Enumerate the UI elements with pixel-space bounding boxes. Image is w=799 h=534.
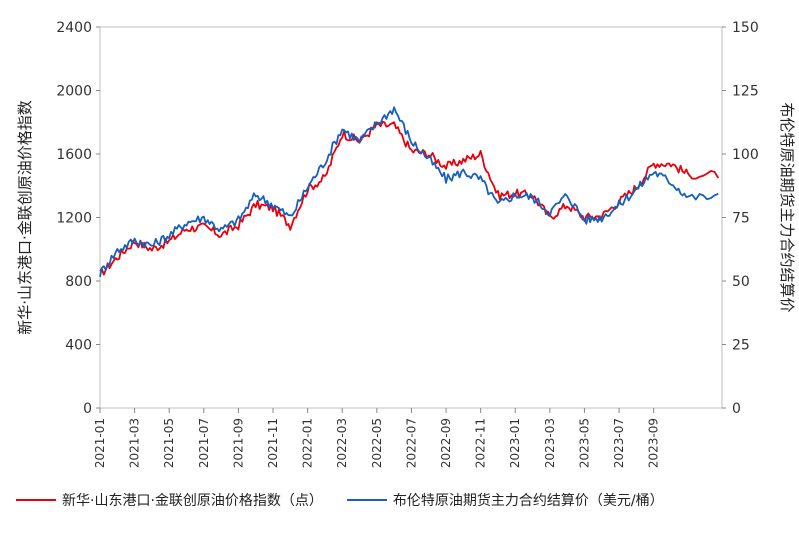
x-tick-label: 2023-05 <box>577 418 591 468</box>
left-tick-label: 2400 <box>56 20 92 36</box>
plot-area <box>99 26 723 409</box>
legend-item-brent: 布伦特原油期货主力合约结算价（美元/桶） <box>346 490 664 510</box>
right-tick-label: 0 <box>732 401 741 417</box>
left-tick-label: 1600 <box>56 147 92 163</box>
x-tick-label: 2022-07 <box>404 418 418 468</box>
legend: 新华·山东港口·金联创原油价格指数（点） 布伦特原油期货主力合约结算价（美元/桶… <box>16 490 664 510</box>
x-tick-label: 2022-01 <box>301 418 315 468</box>
x-tick-label: 2021-07 <box>197 418 211 468</box>
legend-swatch-red <box>16 499 56 501</box>
x-tick-label: 2022-05 <box>370 418 384 468</box>
x-tick-label: 2022-03 <box>335 418 349 468</box>
x-tick-label: 2021-11 <box>266 418 280 468</box>
right-axis-ticks: 0 25 50 75 100 125 150 <box>722 20 759 417</box>
right-tick-label: 125 <box>732 84 759 100</box>
left-tick-label: 400 <box>65 338 92 354</box>
legend-item-index: 新华·山东港口·金联创原油价格指数（点） <box>16 490 323 510</box>
x-tick-label: 2021-09 <box>231 418 245 468</box>
x-tick-label: 2023-07 <box>612 418 626 468</box>
left-tick-label: 800 <box>65 274 92 290</box>
x-tick-label: 2022-09 <box>439 418 453 468</box>
x-tick-label: 2021-01 <box>93 418 107 468</box>
series-lines <box>99 106 720 277</box>
x-tick-label: 2023-09 <box>647 418 661 468</box>
right-tick-label: 100 <box>732 147 759 163</box>
x-tick-label: 2021-05 <box>162 418 176 468</box>
x-tick-label: 2022-11 <box>474 418 488 468</box>
series-line-brent <box>99 106 719 277</box>
x-axis-ticks: 2021-01 2021-03 2021-05 2021-07 2021-09 2021-… <box>93 408 661 468</box>
left-tick-label: 1200 <box>56 211 92 227</box>
right-tick-label: 150 <box>732 20 759 36</box>
left-tick-label: 0 <box>83 401 92 417</box>
right-tick-label: 50 <box>732 274 750 290</box>
x-tick-label: 2021-03 <box>128 418 142 468</box>
series-line-index <box>99 120 720 276</box>
x-tick-label: 2023-03 <box>543 418 557 468</box>
legend-swatch-blue <box>346 499 387 501</box>
left-axis-ticks: 0 400 800 1200 1600 2000 2400 <box>56 20 100 417</box>
right-tick-label: 25 <box>732 338 750 354</box>
plot-border <box>99 26 723 409</box>
x-tick-label: 2023-01 <box>508 418 522 468</box>
left-tick-label: 2000 <box>56 84 92 100</box>
right-tick-label: 75 <box>732 211 750 227</box>
legend-label-index: 新华·山东港口·金联创原油价格指数（点） <box>62 493 323 509</box>
legend-label-brent: 布伦特原油期货主力合约结算价（美元/桶） <box>392 493 664 509</box>
left-axis-title: 新华·山东港口·金联创原油价格指数 <box>16 100 34 335</box>
right-axis-title: 布伦特原油期货主力合约结算价 <box>778 102 796 312</box>
